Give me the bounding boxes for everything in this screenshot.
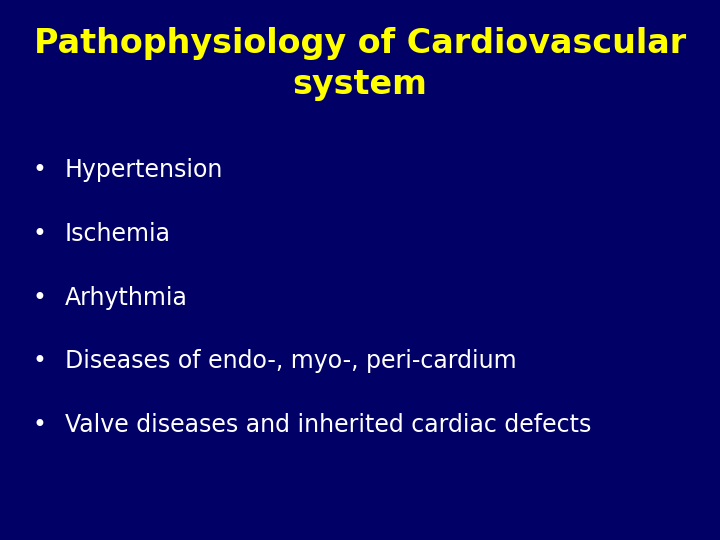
Text: Valve diseases and inherited cardiac defects: Valve diseases and inherited cardiac def… — [65, 413, 591, 437]
Text: Hypertension: Hypertension — [65, 158, 223, 182]
Text: Arhythmia: Arhythmia — [65, 286, 188, 309]
Text: •: • — [32, 286, 47, 309]
Text: •: • — [32, 349, 47, 373]
Text: •: • — [32, 158, 47, 182]
Text: •: • — [32, 222, 47, 246]
Text: Diseases of endo-, myo-, peri-cardium: Diseases of endo-, myo-, peri-cardium — [65, 349, 516, 373]
Text: •: • — [32, 413, 47, 437]
Text: Pathophysiology of Cardiovascular
system: Pathophysiology of Cardiovascular system — [34, 27, 686, 101]
Text: Ischemia: Ischemia — [65, 222, 171, 246]
